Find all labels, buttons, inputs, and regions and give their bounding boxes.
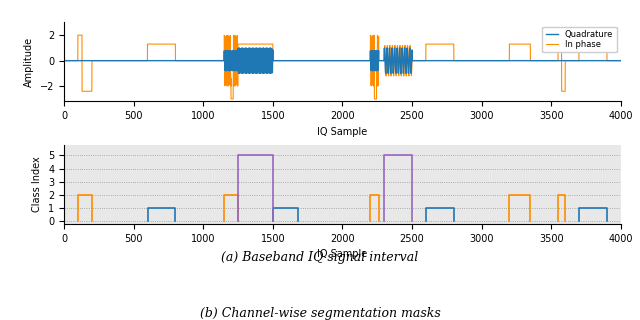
Y-axis label: Amplitude: Amplitude [24,37,35,87]
In phase [227,97,235,101]
X-axis label: IQ Sample: IQ Sample [317,249,367,259]
In phase [439,42,447,46]
Quadrature [60,59,68,63]
In phase [303,59,311,63]
Quadrature [340,59,348,63]
Quadrature [138,59,146,63]
In phase [340,59,348,63]
Quadrature [303,59,311,63]
Line: In phase: In phase [64,35,621,99]
Quadrature [171,59,179,63]
In phase [139,59,147,63]
Quadrature [439,59,447,63]
Quadrature [297,59,305,63]
Text: (b) Channel-wise segmentation masks: (b) Channel-wise segmentation masks [200,307,440,320]
Y-axis label: Class Index: Class Index [33,156,42,212]
In phase [617,59,625,63]
Quadrature [617,59,625,63]
In phase [298,59,305,63]
Legend: Quadrature, In phase: Quadrature, In phase [543,27,616,52]
Line: Quadrature: Quadrature [64,48,621,73]
Text: (a) Baseband IQ signal interval: (a) Baseband IQ signal interval [221,251,419,264]
X-axis label: IQ Sample: IQ Sample [317,127,367,137]
In phase [74,33,82,37]
Quadrature [399,71,407,75]
Quadrature [386,46,394,50]
In phase [60,59,68,63]
In phase [171,42,179,46]
